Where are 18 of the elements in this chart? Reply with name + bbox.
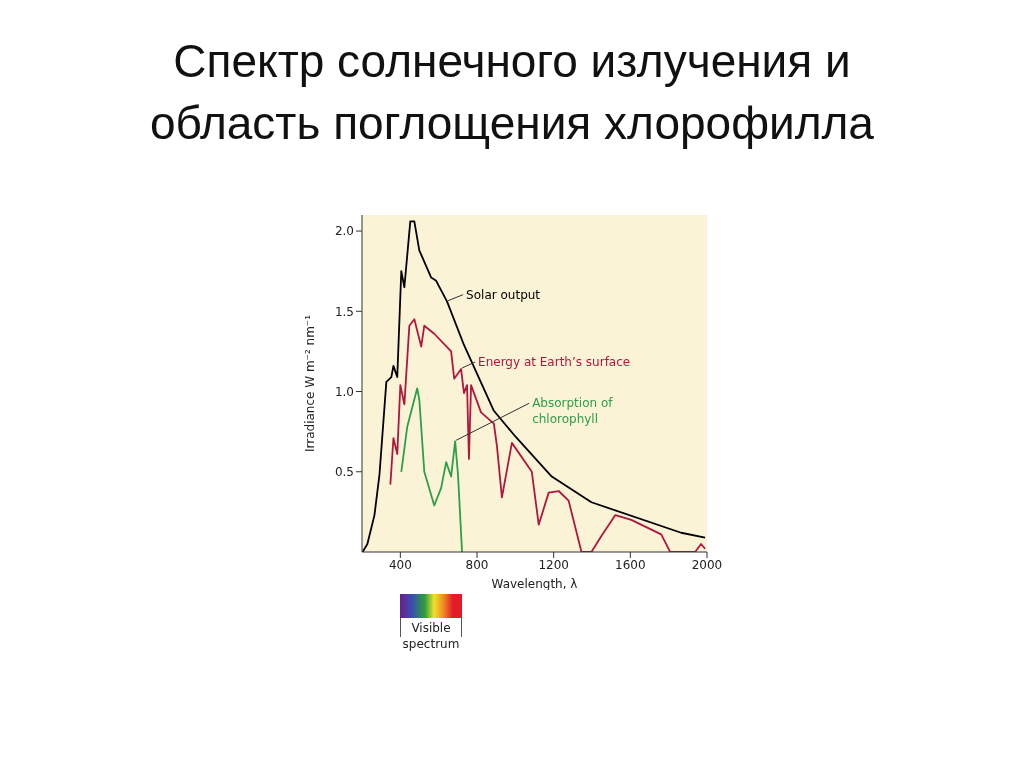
series-label: Energy at Earth’s surface <box>478 355 631 370</box>
y-axis-title: Irradiance W m⁻² nm⁻¹ <box>303 314 318 453</box>
series-label: Solar output <box>466 287 541 302</box>
x-tick-label: 1600 <box>615 557 646 572</box>
x-tick-label: 400 <box>388 557 412 572</box>
y-tick-label: 1.0 <box>334 384 354 399</box>
x-tick-label: 1200 <box>538 557 569 572</box>
line-series <box>400 387 463 552</box>
x-axis-title: Wavelength, λ <box>491 577 578 591</box>
text: Absorption of chlorophyll <box>532 396 614 427</box>
y-tick-label: 2.0 <box>334 224 354 239</box>
text: Visible spectrum <box>401 620 461 652</box>
y-tick-label: 0.5 <box>334 465 354 480</box>
y-tick-label: 1.5 <box>334 304 354 319</box>
x-tick-label: 2000 <box>691 557 723 572</box>
x-tick-label: 800 <box>465 557 489 572</box>
chart-title: Спектр солнечного излучения и область поглощения хлорофилла <box>149 34 875 151</box>
line-series <box>389 318 706 552</box>
